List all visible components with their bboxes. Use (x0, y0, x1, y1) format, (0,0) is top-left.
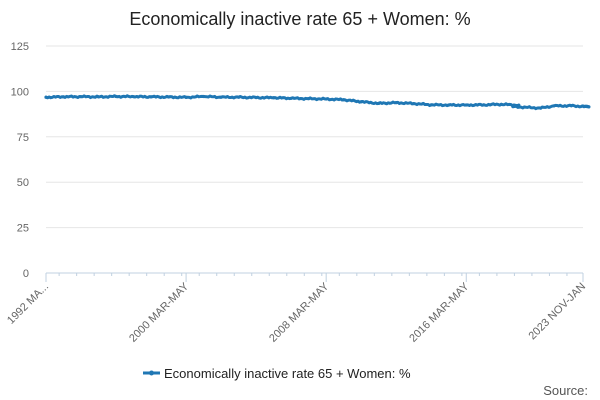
data-point[interactable] (517, 103, 521, 107)
data-point[interactable] (499, 102, 503, 106)
data-point[interactable] (44, 95, 48, 99)
data-point[interactable] (307, 97, 311, 101)
data-point[interactable] (342, 98, 346, 102)
series-lines (44, 94, 591, 111)
data-point[interactable] (359, 100, 363, 104)
data-point[interactable] (581, 104, 585, 108)
data-point[interactable] (166, 95, 171, 99)
x-tick-label: 2000 MAR-MAY (127, 280, 192, 345)
x-tick-label: 2016 MAR-MAY (407, 280, 472, 345)
data-point[interactable] (272, 96, 276, 100)
legend[interactable]: Economically inactive rate 65 + Women: % (143, 366, 411, 381)
x-tick-label: 2008 MAR-MAY (267, 280, 332, 345)
y-axis-tick-labels: 0 25 50 75 100 125 (11, 41, 29, 280)
data-point[interactable] (324, 97, 328, 101)
y-tick-label: 50 (17, 177, 29, 189)
data-point[interactable] (569, 104, 573, 108)
chart-title: Economically inactive rate 65 + Women: % (129, 9, 470, 29)
data-point[interactable] (96, 95, 101, 99)
y-tick-label: 100 (11, 86, 29, 98)
x-axis: 1992 MA... 2000 MAR-MAY 2008 MAR-MAY 2016 M… (5, 272, 588, 345)
data-point[interactable] (184, 95, 188, 99)
data-point[interactable] (131, 95, 136, 99)
data-point[interactable] (482, 103, 486, 107)
data-point[interactable] (219, 95, 223, 99)
legend-swatch-marker (149, 370, 154, 376)
data-point[interactable] (237, 95, 241, 99)
source-label[interactable]: Source: (543, 383, 588, 398)
y-tick-label: 25 (17, 223, 29, 235)
data-point[interactable] (377, 101, 381, 105)
y-tick-label: 0 (23, 268, 29, 280)
data-point[interactable] (114, 94, 118, 99)
data-point[interactable] (79, 95, 83, 99)
y-tick-label: 75 (17, 132, 29, 144)
data-point[interactable] (412, 101, 416, 106)
data-point[interactable] (149, 95, 153, 99)
data-point[interactable] (429, 103, 433, 107)
data-point[interactable] (552, 104, 556, 108)
data-point[interactable] (587, 105, 591, 109)
y-tick-label: 125 (11, 41, 29, 53)
data-point[interactable] (511, 105, 515, 109)
data-point[interactable] (289, 96, 293, 100)
data-point[interactable] (254, 95, 258, 100)
data-point[interactable] (464, 103, 468, 107)
gridlines (46, 45, 583, 229)
data-point[interactable] (447, 103, 451, 107)
legend-label: Economically inactive rate 65 + Women: % (164, 366, 411, 381)
data-point[interactable] (201, 94, 206, 99)
x-tick-label: 1992 MA... (5, 281, 51, 327)
x-tick-label: 2023 NOV-JAN (526, 281, 588, 343)
data-point[interactable] (394, 101, 398, 105)
data-point[interactable] (61, 95, 66, 99)
data-point[interactable] (539, 106, 543, 110)
series-line[interactable] (44, 94, 591, 111)
